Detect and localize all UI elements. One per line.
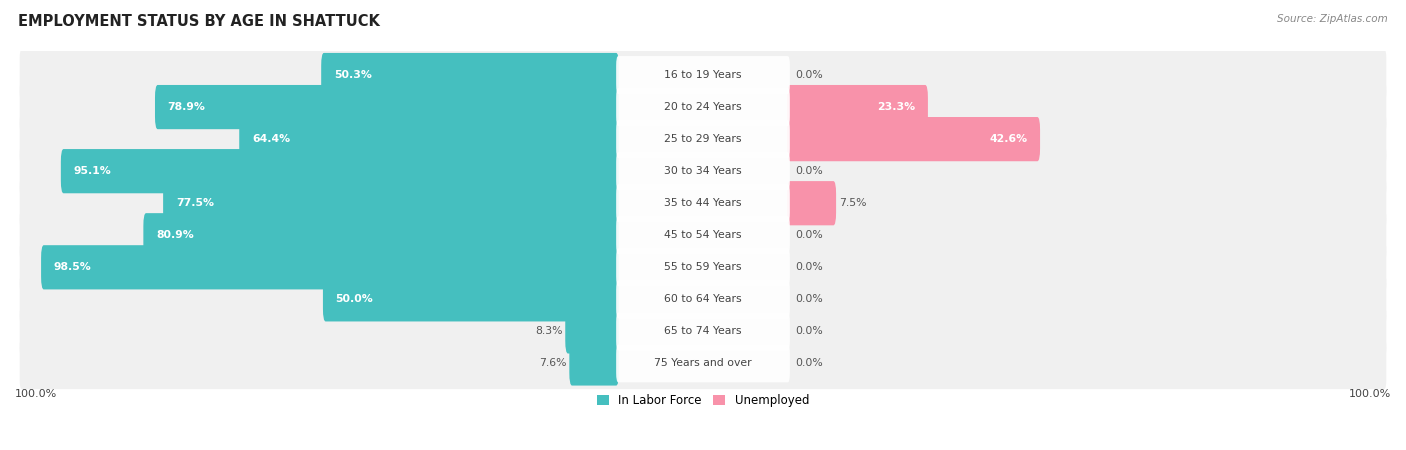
FancyBboxPatch shape: [787, 181, 837, 225]
Text: 50.0%: 50.0%: [336, 294, 374, 304]
Text: 0.0%: 0.0%: [796, 166, 823, 176]
FancyBboxPatch shape: [616, 184, 790, 222]
Text: 35 to 44 Years: 35 to 44 Years: [664, 198, 742, 208]
Text: 0.0%: 0.0%: [796, 262, 823, 272]
FancyBboxPatch shape: [323, 277, 619, 321]
Text: 20 to 24 Years: 20 to 24 Years: [664, 102, 742, 112]
FancyBboxPatch shape: [321, 53, 619, 97]
FancyBboxPatch shape: [616, 56, 790, 94]
FancyBboxPatch shape: [565, 309, 619, 354]
Text: 80.9%: 80.9%: [156, 230, 194, 240]
Text: 7.6%: 7.6%: [538, 359, 567, 369]
FancyBboxPatch shape: [20, 145, 1386, 197]
FancyBboxPatch shape: [20, 81, 1386, 133]
FancyBboxPatch shape: [20, 242, 1386, 293]
FancyBboxPatch shape: [20, 50, 1386, 101]
Text: 45 to 54 Years: 45 to 54 Years: [664, 230, 742, 240]
Text: 30 to 34 Years: 30 to 34 Years: [664, 166, 742, 176]
FancyBboxPatch shape: [20, 306, 1386, 357]
FancyBboxPatch shape: [569, 342, 619, 386]
Text: 55 to 59 Years: 55 to 59 Years: [664, 262, 742, 272]
Text: 23.3%: 23.3%: [877, 102, 915, 112]
Text: 50.3%: 50.3%: [333, 70, 371, 80]
Text: 0.0%: 0.0%: [796, 70, 823, 80]
Text: 7.5%: 7.5%: [839, 198, 866, 208]
FancyBboxPatch shape: [163, 181, 619, 225]
Legend: In Labor Force, Unemployed: In Labor Force, Unemployed: [592, 390, 814, 412]
Text: 0.0%: 0.0%: [796, 294, 823, 304]
FancyBboxPatch shape: [787, 85, 928, 129]
Text: 64.4%: 64.4%: [252, 134, 290, 144]
Text: 95.1%: 95.1%: [73, 166, 111, 176]
FancyBboxPatch shape: [20, 113, 1386, 165]
FancyBboxPatch shape: [20, 274, 1386, 325]
Text: 42.6%: 42.6%: [990, 134, 1028, 144]
FancyBboxPatch shape: [20, 210, 1386, 261]
FancyBboxPatch shape: [20, 178, 1386, 229]
FancyBboxPatch shape: [616, 216, 790, 254]
Text: 0.0%: 0.0%: [796, 230, 823, 240]
FancyBboxPatch shape: [60, 149, 619, 194]
FancyBboxPatch shape: [616, 312, 790, 350]
Text: 25 to 29 Years: 25 to 29 Years: [664, 134, 742, 144]
FancyBboxPatch shape: [616, 280, 790, 318]
FancyBboxPatch shape: [143, 213, 619, 257]
Text: 0.0%: 0.0%: [796, 359, 823, 369]
FancyBboxPatch shape: [41, 245, 619, 289]
Text: 60 to 64 Years: 60 to 64 Years: [664, 294, 742, 304]
FancyBboxPatch shape: [787, 117, 1040, 161]
FancyBboxPatch shape: [616, 345, 790, 382]
Text: EMPLOYMENT STATUS BY AGE IN SHATTUCK: EMPLOYMENT STATUS BY AGE IN SHATTUCK: [18, 14, 380, 28]
Text: 8.3%: 8.3%: [536, 326, 562, 337]
Text: 78.9%: 78.9%: [167, 102, 205, 112]
FancyBboxPatch shape: [155, 85, 619, 129]
Text: 77.5%: 77.5%: [176, 198, 214, 208]
FancyBboxPatch shape: [239, 117, 619, 161]
FancyBboxPatch shape: [616, 152, 790, 190]
Text: 0.0%: 0.0%: [796, 326, 823, 337]
FancyBboxPatch shape: [616, 248, 790, 286]
Text: 65 to 74 Years: 65 to 74 Years: [664, 326, 742, 337]
Text: 100.0%: 100.0%: [15, 389, 58, 399]
Text: 98.5%: 98.5%: [53, 262, 91, 272]
FancyBboxPatch shape: [20, 338, 1386, 389]
FancyBboxPatch shape: [616, 88, 790, 126]
Text: 16 to 19 Years: 16 to 19 Years: [664, 70, 742, 80]
Text: Source: ZipAtlas.com: Source: ZipAtlas.com: [1277, 14, 1388, 23]
Text: 100.0%: 100.0%: [1348, 389, 1391, 399]
FancyBboxPatch shape: [616, 120, 790, 158]
Text: 75 Years and over: 75 Years and over: [654, 359, 752, 369]
